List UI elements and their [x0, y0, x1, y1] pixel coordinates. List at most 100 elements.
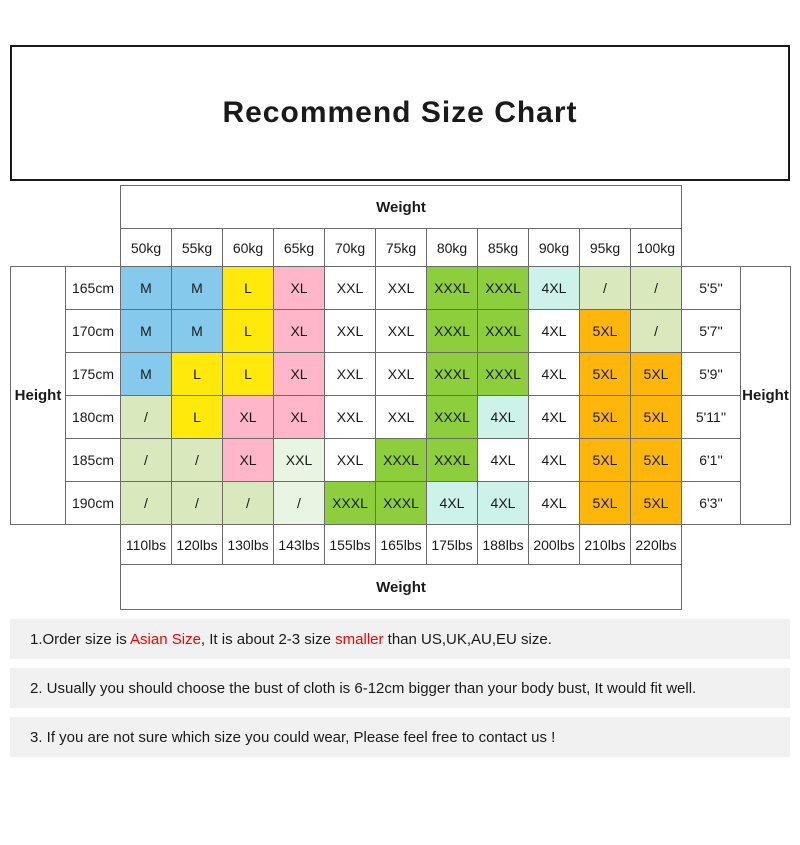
size-cell: 4XL — [528, 438, 580, 482]
size-cell: 4XL — [528, 352, 580, 396]
note-1: 1.Order size is Asian Size, It is about … — [10, 619, 790, 659]
height-ft-cell: 6'3'' — [681, 481, 742, 525]
size-cell: XXL — [324, 352, 376, 396]
size-cell: 5XL — [579, 438, 631, 482]
size-cell: / — [273, 481, 325, 525]
size-cell: 4XL — [426, 481, 478, 525]
size-cell: XXXL — [375, 438, 427, 482]
note-3: 3. If you are not sure which size you co… — [10, 717, 790, 757]
size-cell: / — [120, 481, 172, 525]
height-cm-cell: 170cm — [65, 309, 121, 353]
height-ft-cell: 5'7'' — [681, 309, 742, 353]
size-cell: 5XL — [629, 395, 683, 439]
size-cell: 5XL — [579, 481, 631, 525]
kg-header: 55kg — [171, 228, 223, 267]
size-cell: L — [171, 395, 223, 439]
kg-header: 85kg — [477, 228, 529, 267]
size-cell: M — [171, 266, 223, 310]
title-box: Recommend Size Chart — [10, 45, 790, 181]
table-row-185cm: 185cm / / XL XXL XXL XXXL XXXL 4XL 4XL 5… — [11, 438, 791, 482]
size-chart-table: Weight 50kg 55kg 60kg 65kg 70kg 75kg 80k… — [10, 185, 792, 610]
kg-header: 60kg — [222, 228, 274, 267]
height-label-left: Height — [10, 266, 66, 525]
size-cell: / — [120, 438, 172, 482]
lbs-header-row: 110lbs 120lbs 130lbs 143lbs 155lbs 165lb… — [10, 524, 791, 565]
lbs-header: 210lbs — [579, 524, 631, 565]
height-cm-cell: 185cm — [65, 438, 121, 482]
table-row-165cm: Height 165cm M M L XL XXL XXL XXXL XXXL … — [10, 266, 792, 525]
size-cell: / — [222, 481, 274, 525]
size-cell: 5XL — [579, 395, 631, 439]
size-cell: M — [120, 352, 172, 396]
size-cell: 4XL — [528, 266, 580, 310]
note-1-highlight-smaller: smaller — [335, 630, 384, 648]
size-cell: XXL — [324, 266, 376, 310]
spacer-cell — [10, 228, 121, 267]
kg-header: 75kg — [375, 228, 427, 267]
size-cell: XL — [273, 309, 325, 353]
note-1-part: , It is about 2-3 size — [200, 630, 336, 648]
kg-header: 95kg — [579, 228, 631, 267]
height-label-right: Height — [740, 266, 792, 525]
lbs-header: 220lbs — [629, 524, 683, 565]
size-cell: 5XL — [629, 481, 683, 525]
size-cell: XL — [273, 395, 325, 439]
size-cell: / — [171, 481, 223, 525]
lbs-header: 130lbs — [222, 524, 274, 565]
size-cell: 4XL — [528, 395, 580, 439]
height-ft-cell: 5'5'' — [681, 266, 742, 310]
table-row-190cm: 190cm / / / / XXXL XXXL 4XL 4XL 4XL 5XL … — [11, 481, 791, 525]
size-cell: XL — [273, 352, 325, 396]
size-cell: M — [120, 266, 172, 310]
size-cell: XXXL — [426, 309, 478, 353]
size-cell: 5XL — [629, 352, 683, 396]
spacer-cell — [10, 524, 121, 565]
size-cell: XXL — [375, 352, 427, 396]
size-cell: 5XL — [629, 438, 683, 482]
size-cell: / — [629, 266, 683, 310]
size-cell: L — [222, 266, 274, 310]
note-1-text: 1.Order size is Asian Size, It is about … — [30, 631, 552, 648]
spacer-cell — [681, 185, 791, 229]
size-cell: 4XL — [528, 309, 580, 353]
size-cell: 4XL — [477, 395, 529, 439]
size-cell: XL — [222, 395, 274, 439]
height-cm-cell: 180cm — [65, 395, 121, 439]
height-cm-cell: 165cm — [65, 266, 121, 310]
table-row-170cm: 170cm M M L XL XXL XXL XXXL XXXL 4XL 5XL… — [11, 309, 791, 353]
size-cell: / — [120, 395, 172, 439]
lbs-header: 110lbs — [120, 524, 172, 565]
note-2-text: 2. Usually you should choose the bust of… — [30, 679, 697, 697]
size-cell: L — [222, 309, 274, 353]
size-cell: 5XL — [579, 309, 631, 353]
kg-header: 50kg — [120, 228, 172, 267]
table-row-180cm: 180cm / L XL XL XXL XXL XXXL 4XL 4XL 5XL… — [11, 395, 791, 439]
size-cell: XXXL — [375, 481, 427, 525]
size-cell: XXXL — [477, 352, 529, 396]
size-cell: XXL — [375, 309, 427, 353]
kg-header: 100kg — [629, 228, 683, 267]
size-cell: XXXL — [324, 481, 376, 525]
lbs-header: 175lbs — [426, 524, 478, 565]
size-cell: / — [171, 438, 223, 482]
size-cell: 4XL — [477, 481, 529, 525]
size-cell: XXXL — [426, 395, 478, 439]
size-cell: M — [120, 309, 172, 353]
size-cell: XXXL — [426, 352, 478, 396]
size-cell: XXL — [324, 309, 376, 353]
size-cell: 4XL — [528, 481, 580, 525]
kg-header: 90kg — [528, 228, 580, 267]
size-cell: XXXL — [426, 266, 478, 310]
height-ft-cell: 6'1'' — [681, 438, 742, 482]
size-cell: XL — [222, 438, 274, 482]
kg-header: 70kg — [324, 228, 376, 267]
lbs-header: 143lbs — [273, 524, 325, 565]
note-1-part: 1.Order size is — [30, 630, 131, 648]
note-2: 2. Usually you should choose the bust of… — [10, 668, 790, 708]
page-title: Recommend Size Chart — [222, 96, 578, 129]
size-cell: XXXL — [477, 309, 529, 353]
kg-header-row: 50kg 55kg 60kg 65kg 70kg 75kg 80kg 85kg … — [10, 228, 791, 267]
lbs-header: 188lbs — [477, 524, 529, 565]
size-cell: XXL — [375, 395, 427, 439]
weight-footer-row: Weight — [10, 564, 791, 610]
